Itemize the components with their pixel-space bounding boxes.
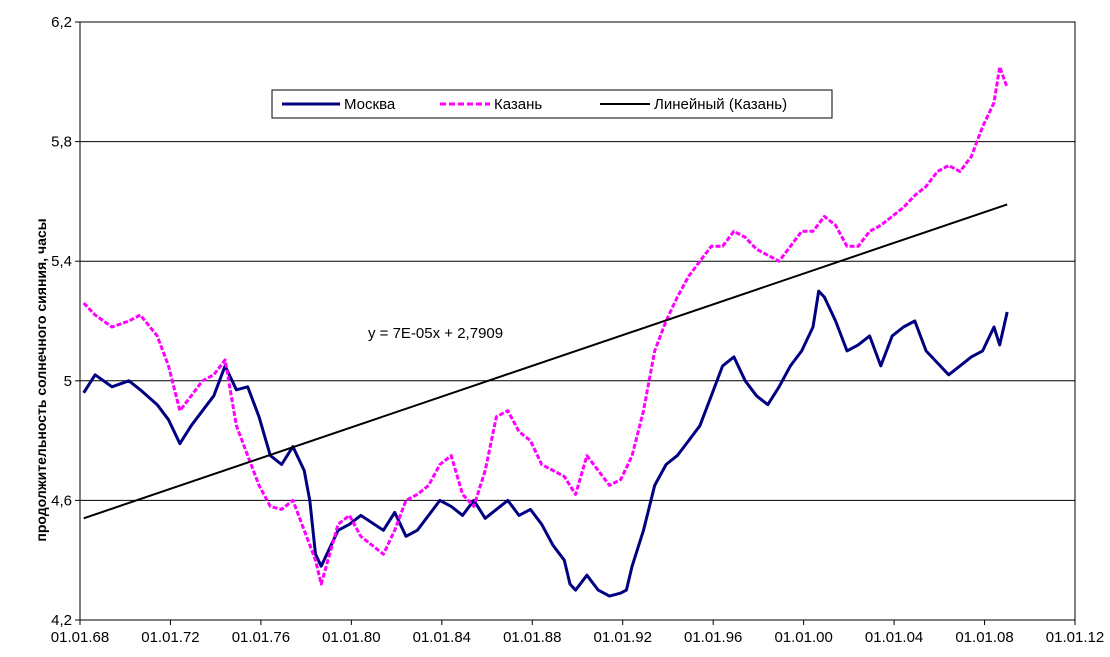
legend-label-moscow: Москва (344, 96, 396, 113)
legend: Москва Казань Линейный (Казань) (271, 89, 833, 119)
x-tick-label: 01.01.72 (141, 629, 199, 646)
x-tick-label: 01.01.96 (684, 629, 742, 646)
x-tick-label: 01.01.88 (503, 629, 561, 646)
y-tick-labels: 4,2 4,6 5 5,4 5,8 6,2 (51, 14, 80, 629)
x-tick-label: 01.01.04 (865, 629, 923, 646)
x-tick-label: 01.01.76 (232, 629, 290, 646)
x-tick-label: 01.01.68 (51, 629, 109, 646)
x-tick-label: 01.01.12 (1046, 629, 1104, 646)
x-tick-label: 01.01.00 (774, 629, 832, 646)
series-line-moscow (82, 289, 1009, 598)
series-lines (82, 65, 1009, 598)
trendline-kazan (83, 203, 1008, 520)
series-line-kazan (82, 65, 1009, 586)
legend-box (271, 89, 833, 119)
x-tick-label: 01.01.84 (413, 629, 471, 646)
y-tick-label: 5 (64, 373, 72, 390)
x-tick-label: 01.01.08 (955, 629, 1013, 646)
legend-label-trend: Линейный (Казань) (654, 96, 787, 113)
y-tick-label: 5,4 (51, 253, 72, 270)
x-tick-label: 01.01.92 (594, 629, 652, 646)
x-tick-labels: 01.01.68 01.01.72 01.01.76 01.01.80 01.01.84… (51, 620, 1104, 646)
plot-area-frame (79, 21, 1076, 621)
legend-label-kazan: Казань (494, 96, 542, 113)
trendline-equation: y = 7E-05x + 2,7909 (368, 325, 503, 342)
y-tick-label: 6,2 (51, 14, 72, 31)
x-tick-label: 01.01.80 (322, 629, 380, 646)
y-tick-label: 4,2 (51, 612, 72, 629)
gridlines (80, 141, 1075, 501)
y-tick-label: 5,8 (51, 134, 72, 151)
y-tick-label: 4,6 (51, 492, 72, 509)
y-axis-label: продолжительность солнечного сияния, час… (33, 218, 49, 541)
